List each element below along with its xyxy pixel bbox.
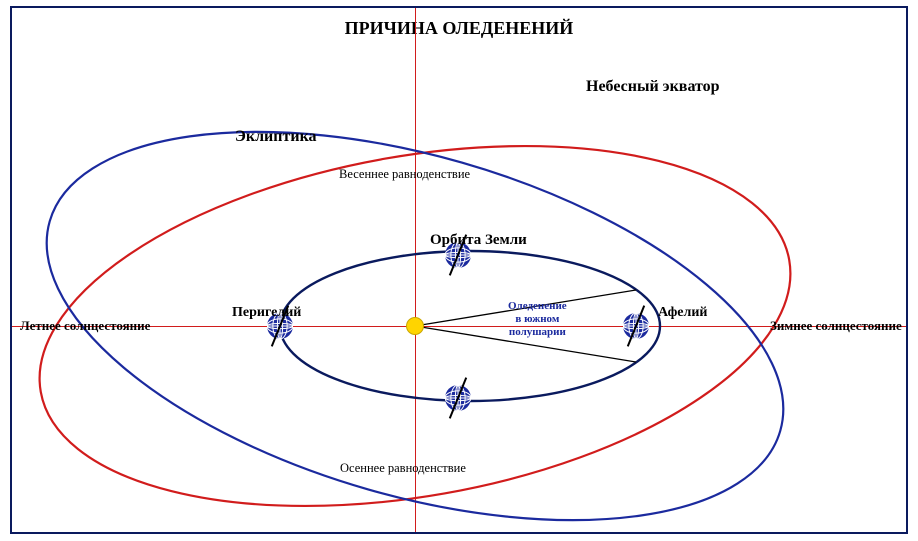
label-winter-solstice: Зимнее солнцестояние [770,318,902,334]
label-ecliptic: Эклиптика [235,128,317,146]
label-autumn-equinox: Осеннее равноденствие [340,461,466,476]
vertical-axis [415,8,416,532]
label-aphelion: Афелий [658,305,707,321]
earth-autumn [445,385,471,411]
label-earth-orbit: Орбита Земли [430,232,527,249]
diagram-frame [10,6,908,534]
label-celestial-equator: Небесный экватор [586,78,720,96]
glaciation-line-1: Оледенение [508,300,567,312]
diagram-title: ПРИЧИНА ОЛЕДЕНЕНИЙ [345,18,574,39]
sun-icon [406,317,424,335]
glaciation-line-2: в южном [515,313,559,325]
label-glaciation-note: Оледенение в южном полушарии [508,300,567,340]
earth-aphelion [623,313,649,339]
label-spring-equinox: Весеннее равноденствие [339,167,470,182]
label-summer-solstice: Летнее солнцестояние [20,318,150,334]
label-perihelion: Перигелий [232,305,301,321]
glaciation-line-3: полушарии [509,326,566,338]
